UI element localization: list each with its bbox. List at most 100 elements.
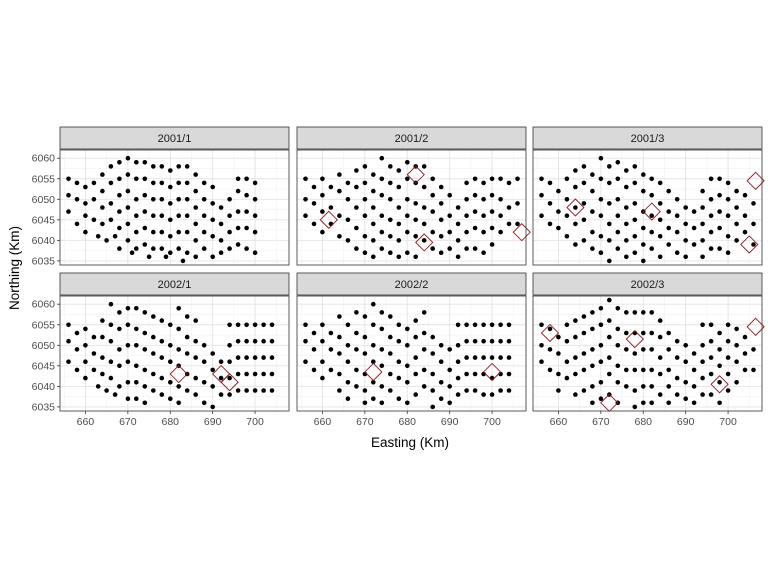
data-point — [657, 254, 663, 260]
data-point — [455, 322, 461, 328]
data-point — [303, 338, 308, 344]
data-point — [430, 334, 436, 340]
data-point — [515, 221, 520, 227]
data-point — [405, 197, 410, 202]
data-point — [683, 380, 688, 385]
data-point — [649, 400, 654, 406]
data-point — [725, 180, 731, 186]
data-point — [700, 343, 705, 348]
facet-panel: 2002/3 660 670 680 690 700 — [532, 272, 765, 428]
data-point — [388, 371, 393, 377]
data-point — [345, 396, 351, 402]
data-point — [91, 334, 97, 340]
facet-strip — [296, 126, 527, 150]
data-point — [649, 384, 654, 389]
y-tick-label: 6050 — [32, 340, 56, 352]
data-point — [142, 310, 148, 315]
data-point — [176, 197, 181, 202]
data-point — [320, 209, 325, 214]
data-point — [691, 242, 697, 247]
facet-strip — [296, 272, 527, 296]
y-tick-label: 6045 — [32, 360, 56, 372]
data-point — [734, 188, 739, 194]
data-point — [168, 201, 173, 206]
data-point — [547, 180, 553, 186]
data-point — [235, 176, 241, 182]
data-point — [108, 338, 114, 344]
data-point — [700, 188, 705, 194]
data-point — [100, 205, 105, 210]
data-point — [371, 205, 376, 210]
data-point — [725, 213, 731, 218]
data-point — [421, 310, 427, 315]
data-point — [624, 254, 629, 260]
data-point — [388, 197, 393, 202]
data-point — [371, 254, 376, 260]
data-point — [564, 176, 570, 182]
data-point — [489, 355, 495, 360]
data-point — [146, 254, 152, 260]
data-point — [573, 371, 578, 377]
x-tick-label: 660 — [314, 416, 332, 428]
data-point — [74, 221, 80, 227]
data-point — [117, 326, 122, 332]
highlight-marker — [625, 329, 644, 349]
data-point — [725, 234, 731, 239]
data-point — [641, 225, 646, 231]
data-point — [320, 176, 325, 182]
data-point — [354, 184, 359, 190]
data-point — [252, 229, 258, 235]
data-point — [210, 254, 215, 260]
data-point — [430, 371, 436, 377]
data-point — [438, 380, 444, 385]
data-point — [362, 400, 368, 406]
data-point — [438, 201, 444, 206]
data-point — [83, 359, 88, 365]
y-tick-label: 6040 — [32, 381, 56, 393]
data-point — [134, 176, 139, 182]
data-point — [337, 388, 342, 393]
data-point — [674, 213, 680, 218]
data-point — [261, 371, 266, 377]
data-point — [159, 375, 165, 381]
data-point — [388, 164, 393, 169]
data-point — [506, 388, 512, 393]
data-point — [498, 388, 503, 393]
data-point — [328, 347, 334, 352]
data-point — [734, 343, 739, 348]
data-point — [674, 392, 680, 397]
data-point — [108, 359, 114, 365]
data-point — [447, 192, 453, 198]
data-point — [176, 229, 181, 235]
data-point — [657, 234, 663, 239]
data-point — [320, 338, 325, 344]
highlight-marker — [169, 364, 188, 384]
data-point — [337, 234, 342, 239]
data-point — [379, 326, 385, 332]
data-point — [354, 347, 359, 352]
data-point — [607, 355, 612, 360]
data-point — [151, 164, 156, 169]
data-point — [104, 238, 109, 243]
data-point — [151, 314, 156, 319]
data-point — [481, 392, 486, 397]
data-point — [649, 192, 654, 198]
data-point — [598, 380, 604, 385]
data-point — [176, 246, 181, 251]
data-point — [201, 246, 207, 251]
data-point — [66, 359, 71, 365]
data-point — [379, 213, 385, 218]
data-point — [683, 396, 688, 402]
data-point — [235, 388, 241, 393]
data-point — [83, 213, 88, 218]
data-point — [607, 201, 612, 206]
data-point — [506, 180, 512, 186]
data-point — [210, 217, 215, 223]
data-point — [125, 221, 131, 227]
highlight-marker — [364, 362, 383, 382]
data-point — [74, 197, 80, 202]
data-point — [405, 380, 410, 385]
data-point — [700, 221, 705, 227]
data-point — [108, 375, 114, 381]
data-point — [455, 238, 461, 243]
